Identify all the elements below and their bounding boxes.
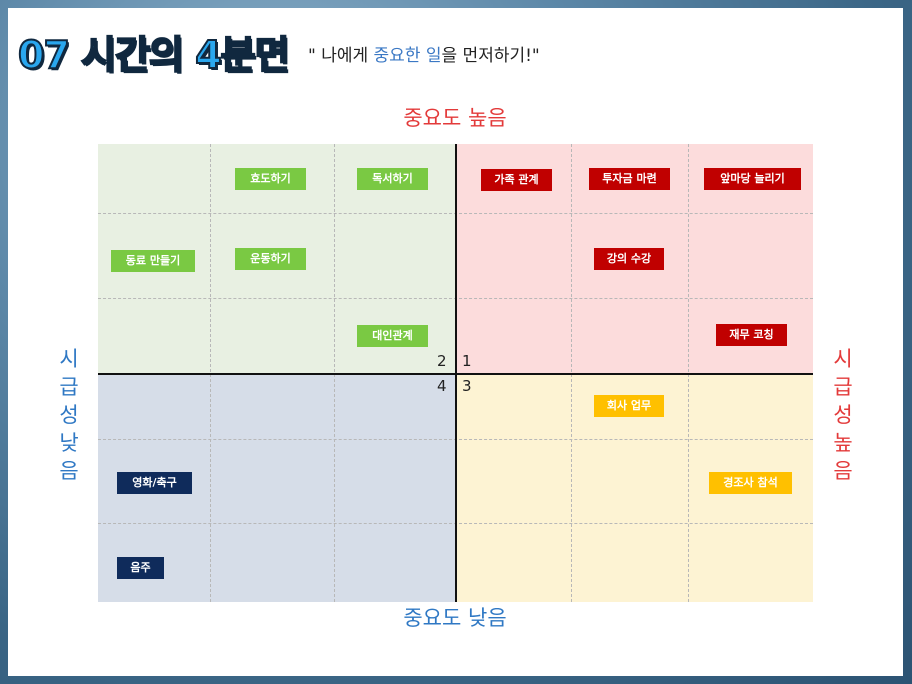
tag-exercise: 운동하기 [235,248,306,270]
axis-label-urgency-low: 시급성 낮음 [59,347,79,483]
tag-work: 회사 업무 [594,395,664,417]
quadrant-number-1: 1 [462,352,472,370]
tag-invest: 투자금 마련 [589,168,670,190]
tag-lecture: 강의 수강 [594,248,664,270]
tag-coaching: 재무 코칭 [716,324,787,346]
horizontal-axis [98,373,813,375]
tag-colleagues: 동료 만들기 [111,250,195,272]
quote-text-end: 을 먼저하기!" [441,46,540,66]
quadrant-number-4: 4 [437,377,447,395]
quadrant-number-3: 3 [462,377,472,395]
axis-label-importance-high: 중요도 높음 [403,106,507,130]
page-title: 07 시간의 4분면 [17,32,291,78]
tag-relations: 대인관계 [357,325,428,347]
axis-label-importance-low: 중요도 낮음 [403,606,507,630]
axis-label-urgency-high: 시급성 높음 [833,347,853,483]
tag-filial: 효도하기 [235,168,306,190]
quote-highlight: 중요한 일 [373,46,442,66]
tag-family: 가족 관계 [481,169,552,191]
quadrant-number-2: 2 [437,352,447,370]
tag-events: 경조사 참석 [709,472,792,494]
tag-drinking: 음주 [117,557,164,579]
subtitle-quote: " 나에게 중요한 일을 먼저하기!" [308,41,540,66]
tag-reading: 독서하기 [357,168,428,190]
tag-movie: 영화/축구 [117,472,192,494]
tag-savings: 앞마당 늘리기 [704,168,801,190]
quote-text-start: " 나에게 [308,46,374,66]
